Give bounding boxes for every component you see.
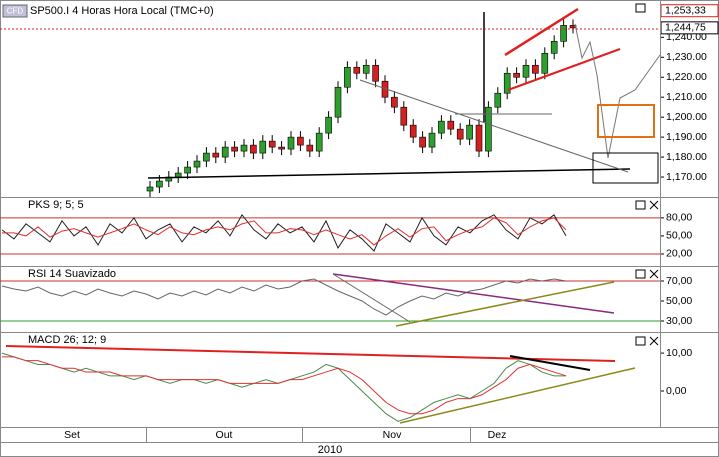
candle-body [184, 166, 191, 174]
y-tick-label: 30,00 [666, 315, 692, 327]
maximize-button[interactable] [635, 200, 646, 210]
badge [2, 4, 28, 18]
y-tick-label: 10,00 [666, 347, 692, 359]
candle-body [409, 124, 417, 138]
rsi-line [332, 273, 411, 323]
separators [0, 0, 719, 443]
chart-title: SP500.I 4 Horas Hora Local (TMC+0) [30, 5, 214, 17]
x-tick-label: Set [64, 429, 80, 441]
candle-body [334, 86, 342, 118]
candle-body [250, 144, 257, 154]
year-label: 2010 [318, 444, 342, 456]
y-tick-label: 70,00 [666, 275, 692, 287]
candle-body [287, 136, 295, 150]
candle-body [174, 172, 182, 178]
badge-text: CFD [7, 7, 24, 16]
candle-body [306, 144, 314, 152]
candle-body [428, 132, 436, 148]
y-tick-label: 1,170.00 [666, 171, 707, 183]
candle-body [419, 136, 426, 148]
candle-body [503, 72, 511, 94]
candle-body [268, 140, 276, 148]
candle-body [212, 152, 220, 158]
candle-body [372, 64, 379, 82]
candle-body [146, 186, 154, 192]
candle-body [494, 92, 502, 108]
candle-body [438, 120, 445, 134]
indicator-line [1, 213, 567, 252]
candle-body [532, 64, 539, 74]
candle-body [353, 66, 361, 74]
close-buttons[interactable] [649, 200, 659, 346]
window-buttons[interactable] [635, 3, 659, 346]
marks: 1,170.00 1,180.00 1,190.00 1,200.00 1,210.00… [0, 4, 719, 422]
y-tick-label: 80,00 [666, 212, 692, 224]
support-line [147, 168, 631, 179]
maximize-button[interactable] [635, 269, 646, 279]
candle-body [400, 106, 408, 126]
candle-body [466, 124, 473, 140]
drawings [0, 7, 661, 424]
indicator-line [1, 278, 567, 316]
pane-title: RSI 14 Suavizado [28, 268, 116, 280]
target-box-2 [592, 152, 659, 184]
trend-line [359, 79, 629, 173]
candle-body [221, 146, 229, 158]
candle-body [278, 146, 285, 150]
maximize-button[interactable] [635, 3, 646, 13]
candle-body [240, 144, 248, 152]
candle-body [550, 41, 558, 54]
candle-body [522, 64, 530, 78]
y-tick-label: 1,230.00 [666, 51, 707, 63]
pane-title: MACD 26; 12; 9 [28, 334, 106, 346]
candle-body [193, 160, 201, 168]
rsi-trend [332, 273, 615, 314]
y-tick-label: 1,200.00 [666, 111, 707, 123]
indicator-line [2, 217, 567, 246]
macd-trend [509, 355, 591, 371]
candle-body [513, 72, 520, 78]
y-tick-label: 50,00 [666, 230, 692, 242]
candle-body [560, 25, 567, 42]
indicator-line [2, 356, 567, 415]
candle-body [475, 124, 483, 152]
y-tick-label: 0,00 [666, 385, 687, 397]
x-tick-label: Nov [383, 429, 402, 441]
maximize-button[interactable] [635, 336, 646, 346]
x-tick-label: Out [216, 429, 233, 441]
candle-body [203, 152, 210, 162]
candle-body [156, 180, 163, 188]
candle-body [297, 136, 304, 146]
price-marker-label: 1,244,75 [665, 22, 706, 34]
candle-body [541, 52, 549, 74]
y-tick-label: 1,180.00 [666, 151, 707, 163]
candle-body [259, 140, 267, 154]
y-tick-label: 20,00 [666, 248, 692, 260]
macd-resistance [5, 345, 616, 362]
candle-body [362, 64, 370, 74]
candle-body [315, 132, 323, 152]
candle-body [325, 116, 332, 134]
rsi-support [395, 281, 615, 327]
candle-body [231, 146, 238, 152]
pane-title: PKS 9; 5; 5 [28, 199, 84, 211]
target-box [597, 104, 655, 138]
y-tick-label: 1,210.00 [666, 91, 707, 103]
projection [574, 23, 661, 159]
candle-body [344, 66, 351, 88]
y-tick-label: 1,220.00 [666, 71, 707, 83]
candle-body [391, 96, 398, 108]
channel-bottom [507, 48, 621, 91]
y-tick-label: 50,00 [666, 295, 692, 307]
x-tick-label: Dez [488, 429, 507, 441]
candle-body [456, 128, 464, 140]
candle-body [485, 106, 492, 152]
channel-top [504, 7, 579, 57]
candle-body [447, 120, 455, 130]
price-marker-label: 1,253,33 [665, 5, 706, 17]
y-tick-label: 1,190.00 [666, 131, 707, 143]
macd-support [399, 367, 636, 424]
